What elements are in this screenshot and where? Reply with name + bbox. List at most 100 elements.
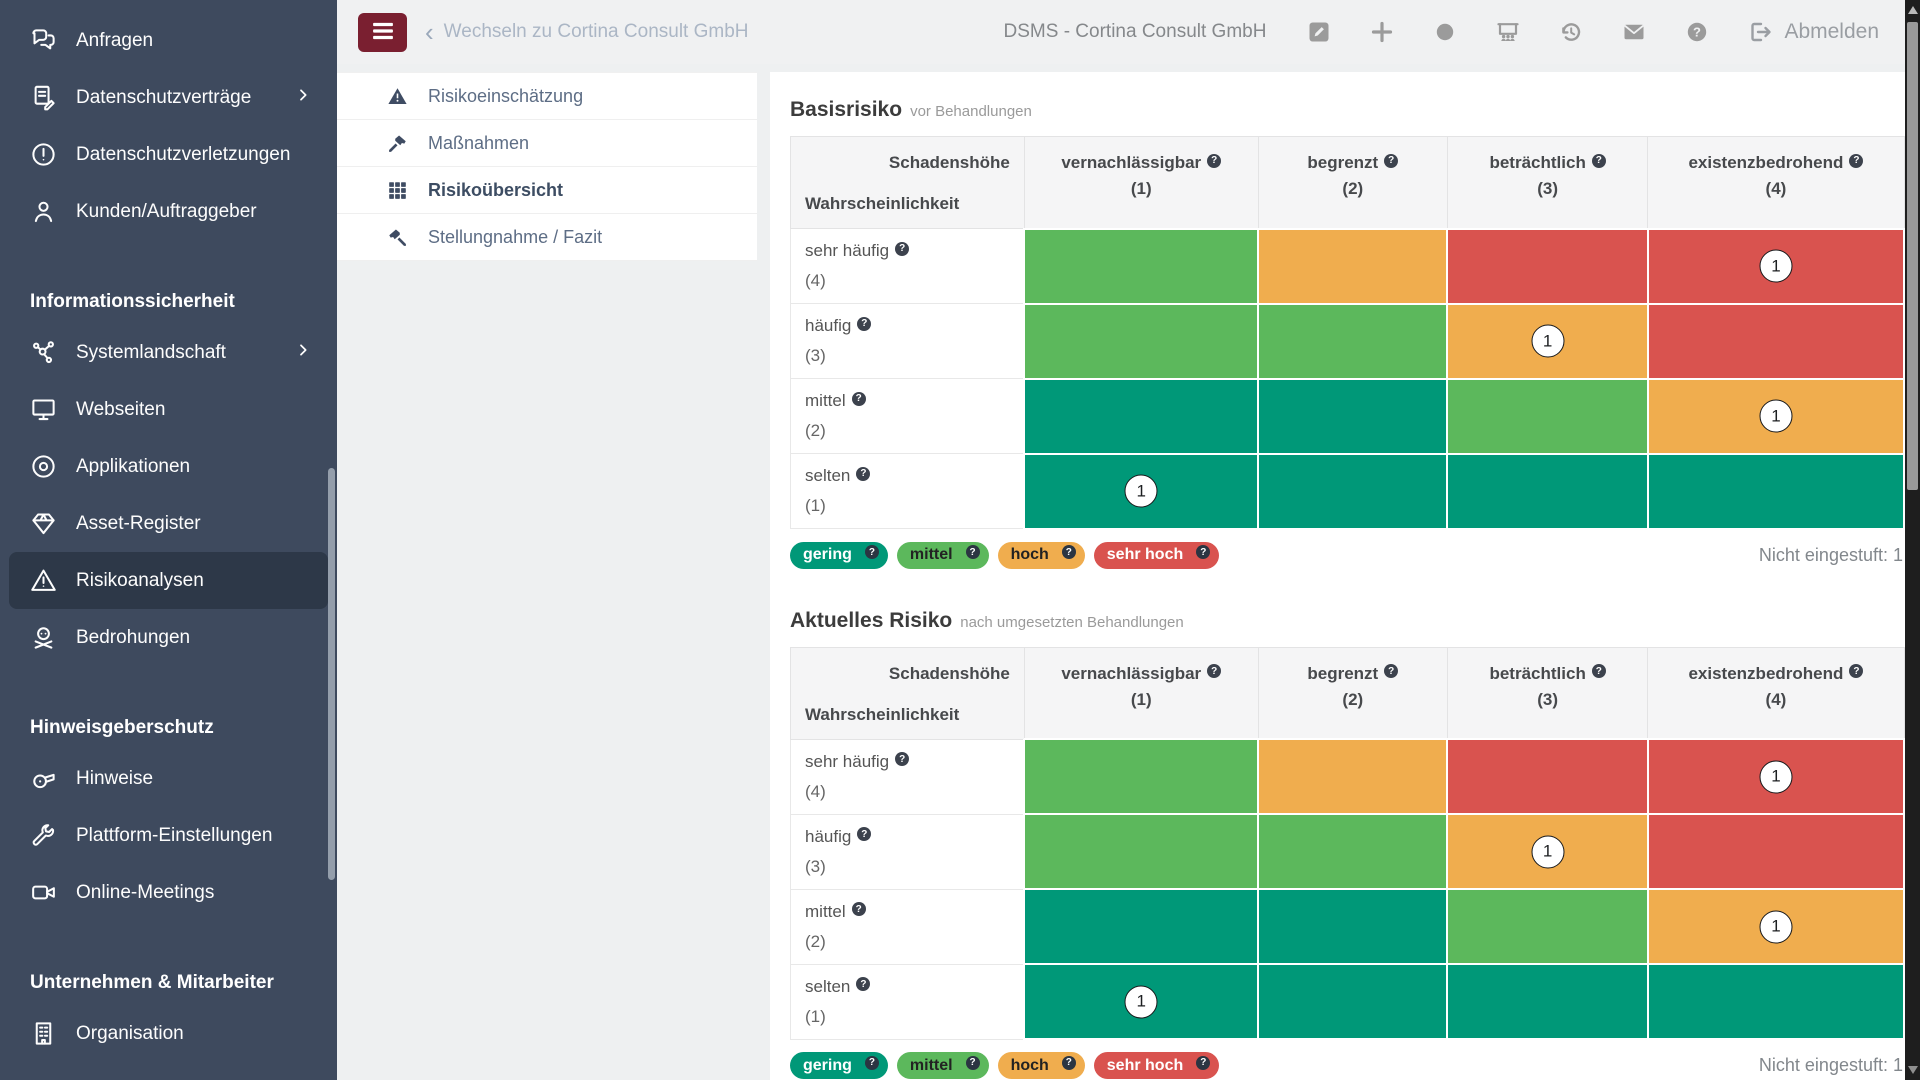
submenu-item-risikoübersicht[interactable]: Risikoübersicht	[337, 167, 757, 214]
column-value: (1)	[1025, 179, 1258, 199]
risk-count-badge[interactable]: 1	[1759, 400, 1792, 433]
sidebar-item-datenschutzverletzungen[interactable]: Datenschutzverletzungen	[0, 126, 337, 183]
switch-company-link[interactable]: ‹ Wechseln zu Cortina Consult GmbH	[425, 19, 749, 45]
sidebar-item-webseiten[interactable]: Webseiten	[0, 381, 337, 438]
desktop-icon	[30, 396, 57, 423]
risk-count-badge[interactable]: 1	[1759, 910, 1792, 943]
risk-cell-red	[1648, 814, 1904, 889]
menu-toggle-button[interactable]	[358, 13, 407, 52]
network-icon	[30, 339, 57, 366]
sidebar-item-hinweise[interactable]: Hinweise	[0, 750, 337, 807]
help-icon[interactable]: ?	[1196, 545, 1210, 559]
scroll-down-arrow[interactable]	[1908, 1066, 1918, 1074]
submenu-item-maßnahmen[interactable]: Maßnahmen	[337, 120, 757, 167]
help-icon[interactable]: ?	[1384, 664, 1398, 678]
sidebar-scrollbar-thumb[interactable]	[328, 468, 335, 880]
help-icon[interactable]: ?	[1196, 1056, 1210, 1070]
mail-icon[interactable]	[1622, 20, 1646, 44]
help-icon[interactable]: ?	[1592, 154, 1606, 168]
risk-cell-teal	[1258, 379, 1447, 454]
risk-cell-red	[1447, 229, 1647, 304]
topbar-actions: DSMS - Cortina Consult GmbH ? Abmelden	[1004, 20, 1879, 44]
risk-cell-teal	[1648, 964, 1904, 1039]
gavel-icon	[387, 227, 408, 248]
risk-cell-teal	[1648, 454, 1904, 529]
risk-count-badge[interactable]: 1	[1759, 760, 1792, 793]
help-icon[interactable]: ?	[856, 977, 870, 991]
submenu-item-label: Risikoübersicht	[428, 180, 563, 201]
history-icon[interactable]	[1559, 20, 1583, 44]
help-icon[interactable]: ?	[895, 242, 909, 256]
help-icon[interactable]: ?	[966, 1056, 980, 1070]
submenu-item-stellungnahme-fazit[interactable]: Stellungnahme / Fazit	[337, 214, 757, 261]
sidebar-item-bedrohungen[interactable]: Bedrohungen	[0, 609, 337, 666]
circle-icon[interactable]	[1433, 20, 1457, 44]
submenu-item-risikoeinschätzung[interactable]: Risikoeinschätzung	[337, 73, 757, 120]
risk-cell-red: 1	[1648, 739, 1904, 814]
help-icon[interactable]: ?	[856, 467, 870, 481]
sidebar-item-organisation[interactable]: Organisation	[0, 1005, 337, 1062]
help-icon[interactable]: ?	[857, 827, 871, 841]
sidebar-item-label: Datenschutzverletzungen	[76, 144, 290, 166]
section-subtitle: vor Behandlungen	[910, 103, 1032, 120]
help-icon[interactable]: ?	[1062, 545, 1076, 559]
sidebar-item-anfragen[interactable]: Anfragen	[0, 12, 337, 69]
help-icon[interactable]: ?	[895, 752, 909, 766]
unrated-count: Nicht eingestuft: 1	[1759, 545, 1903, 566]
sidebar-item-label: Hinweise	[76, 768, 153, 790]
risk-cell-teal	[1258, 964, 1447, 1039]
help-icon[interactable]: ?	[1592, 664, 1606, 678]
plus-icon[interactable]	[1370, 20, 1394, 44]
matrix-column-header: begrenzt?(2)	[1258, 137, 1447, 229]
matrix-column-header: vernachlässigbar?(1)	[1024, 647, 1258, 739]
column-label: existenzbedrohend	[1688, 664, 1843, 683]
page-scrollbar-thumb[interactable]	[1907, 22, 1918, 490]
row-value: (3)	[805, 346, 1009, 366]
sidebar-item-asset-register[interactable]: Asset-Register	[0, 495, 337, 552]
section-heading: Aktuelles Risikonach umgesetzten Behandl…	[790, 609, 1905, 633]
help-icon[interactable]: ?	[852, 902, 866, 916]
risk-cell-green	[1024, 229, 1258, 304]
scroll-up-arrow[interactable]	[1908, 6, 1918, 14]
help-icon[interactable]: ?	[865, 545, 879, 559]
legend-label: mittel	[910, 1057, 953, 1075]
sidebar-item-datenschutzverträge[interactable]: Datenschutzverträge	[0, 69, 337, 126]
matrix-corner-cell: SchadenshöheWahrscheinlichkeit	[791, 137, 1025, 229]
legend-label: gering	[803, 1057, 852, 1075]
sidebar-item-risikoanalysen[interactable]: Risikoanalysen	[9, 552, 328, 609]
risk-count-badge[interactable]: 1	[1125, 475, 1158, 508]
help-icon[interactable]: ?	[966, 545, 980, 559]
logout-button[interactable]: Abmelden	[1748, 20, 1879, 44]
sidebar-item-plattform-einstellungen[interactable]: Plattform-Einstellungen	[0, 807, 337, 864]
help-icon[interactable]: ?	[857, 317, 871, 331]
risk-count-badge[interactable]: 1	[1759, 250, 1792, 283]
sidebar-item-label: Datenschutzverträge	[76, 87, 251, 109]
unrated-count: Nicht eingestuft: 1	[1759, 1055, 1903, 1076]
help-icon[interactable]: ?	[865, 1056, 879, 1070]
switch-company-label: Wechseln zu Cortina Consult GmbH	[444, 21, 749, 43]
help-icon[interactable]: ?	[852, 392, 866, 406]
help-icon[interactable]: ?	[1207, 664, 1221, 678]
sidebar-item-online-meetings[interactable]: Online-Meetings	[0, 864, 337, 921]
presentation-icon[interactable]	[1496, 20, 1520, 44]
sidebar-item-label: Asset-Register	[76, 513, 201, 535]
sidebar-item-beschäftigte[interactable]: Beschäftigte	[0, 1062, 337, 1080]
help-icon[interactable]: ?	[1849, 154, 1863, 168]
help-icon[interactable]: ?	[1062, 1056, 1076, 1070]
risk-cell-green	[1024, 739, 1258, 814]
edit-icon[interactable]	[1307, 20, 1331, 44]
sidebar-section-header: Hinweisgeberschutz	[0, 706, 337, 750]
help-icon[interactable]: ?	[1685, 20, 1709, 44]
risk-count-badge[interactable]: 1	[1125, 985, 1158, 1018]
help-icon[interactable]: ?	[1384, 154, 1398, 168]
risk-count-badge[interactable]: 1	[1531, 835, 1564, 868]
damage-axis-label: Schadenshöhe	[889, 664, 1010, 684]
matrix-column-header: vernachlässigbar?(1)	[1024, 137, 1258, 229]
risk-count-badge[interactable]: 1	[1531, 325, 1564, 358]
sidebar-item-applikationen[interactable]: Applikationen	[0, 438, 337, 495]
help-icon[interactable]: ?	[1849, 664, 1863, 678]
page-scrollbar[interactable]	[1905, 0, 1920, 1080]
sidebar-item-systemlandschaft[interactable]: Systemlandschaft	[0, 324, 337, 381]
help-icon[interactable]: ?	[1207, 154, 1221, 168]
sidebar-item-kunden-auftraggeber[interactable]: Kunden/Auftraggeber	[0, 183, 337, 240]
